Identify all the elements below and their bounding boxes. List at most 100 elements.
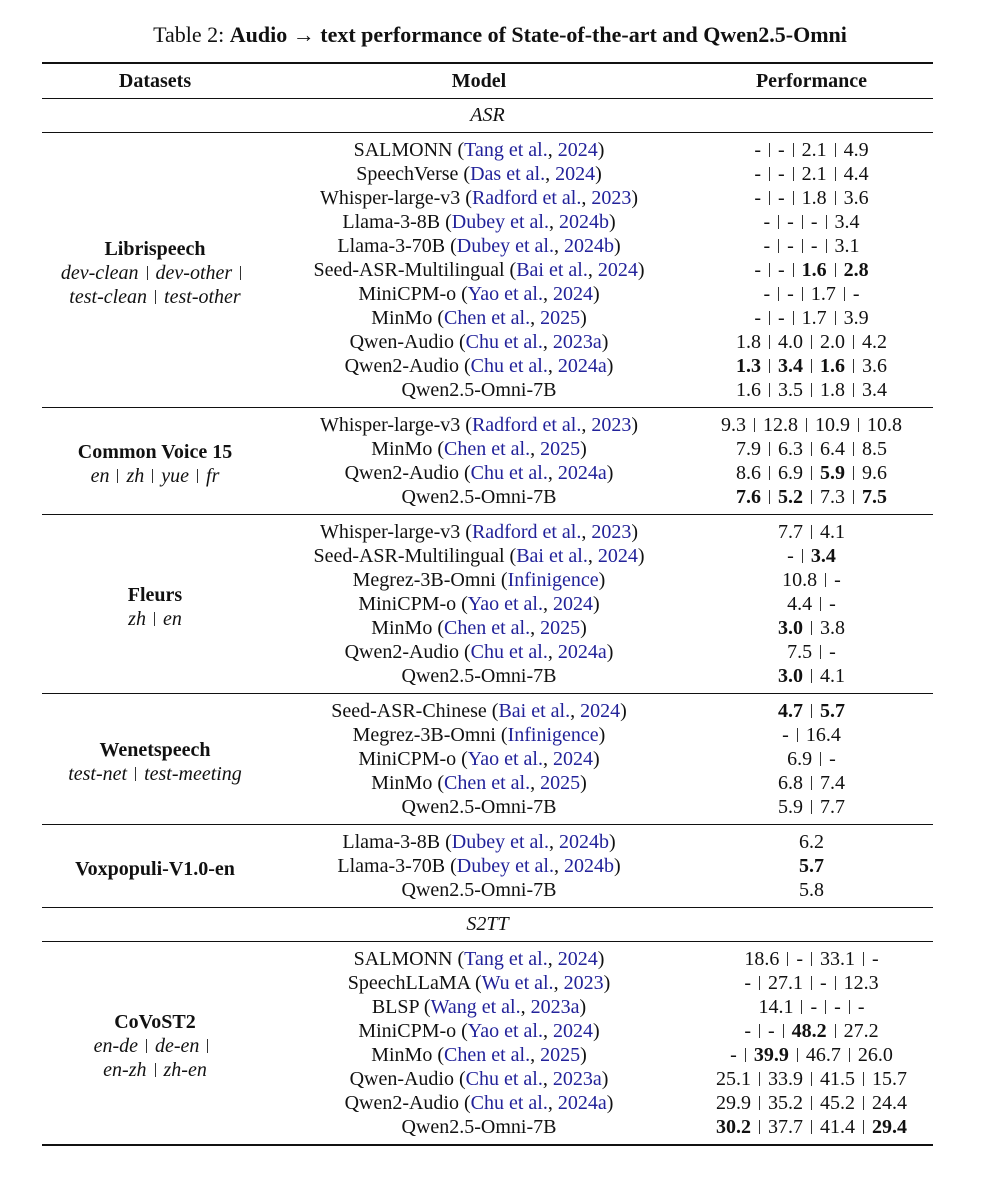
- performance-value: -: [810, 211, 818, 233]
- separator: [848, 1000, 850, 1014]
- performance-value: 7.7: [778, 521, 803, 543]
- separator: [811, 776, 812, 790]
- performance-cell: 4.4-: [690, 592, 933, 616]
- separator: [759, 976, 760, 990]
- separator: [759, 1096, 760, 1110]
- table-row: Qwen-Audio (Chu et al., 2023a) 1.8 4.0 2.0 4…: [42, 330, 933, 354]
- model-text: SpeechVerse (: [356, 163, 471, 185]
- performance-value: 3.4: [834, 211, 860, 233]
- performance-value: 6.9: [778, 462, 803, 484]
- caption-label: Table 2:: [153, 22, 225, 47]
- separator: [811, 383, 812, 397]
- model-text: Qwen-Audio (: [349, 331, 466, 353]
- model-text: ): [613, 235, 621, 257]
- model-text: Llama-3-8B (: [342, 211, 452, 233]
- performance-value: 8.5: [862, 438, 887, 460]
- model-text: ): [580, 617, 587, 639]
- model-cell: SALMONN (Tang et al., 2024): [268, 133, 690, 163]
- model-text: ,: [587, 545, 598, 567]
- performance-cell: 7.5-: [690, 640, 933, 664]
- separator: [778, 239, 780, 253]
- citation-link: Bai et al.: [516, 545, 588, 567]
- performance-value: -: [810, 235, 818, 257]
- performance-value: -: [754, 259, 761, 281]
- performance-value: 7.7: [820, 796, 845, 818]
- section-row: S2TT: [42, 907, 933, 942]
- model-text: ): [598, 724, 606, 746]
- separator: [834, 143, 836, 157]
- model-cell: Llama-3-8B (Dubey et al., 2024b): [268, 210, 690, 234]
- separator: [792, 191, 794, 205]
- separator: [801, 215, 803, 229]
- separator: [834, 263, 836, 277]
- table-row: Voxpopuli-V1.0-en Llama-3-8B (Dubey et al…: [42, 825, 933, 880]
- table-header: Datasets Model Performance: [42, 63, 933, 99]
- performance-value: -: [829, 748, 836, 770]
- dataset-cell: Common Voice 15 en zh yue fr: [42, 408, 268, 515]
- performance-value: 3.6: [843, 187, 869, 209]
- performance-value: -: [852, 283, 860, 305]
- performance-value: 5.9: [778, 796, 803, 818]
- separator: [811, 800, 812, 814]
- model-text: ): [631, 414, 639, 436]
- performance-cell: - - -3.4: [690, 210, 933, 234]
- subset-name: dev-clean: [60, 261, 139, 284]
- model-cell: MiniCPM-o (Yao et al., 2024): [268, 1019, 690, 1043]
- model-text: ): [598, 569, 606, 591]
- citation-link: 2024b: [563, 235, 614, 257]
- performance-cell: 4.7 5.7: [690, 694, 933, 724]
- separator: [820, 752, 822, 766]
- model-cell: Llama-3-8B (Dubey et al., 2024b): [268, 825, 690, 855]
- performance-value: 14.1: [758, 996, 794, 1018]
- separator: [811, 1096, 812, 1110]
- performance-value: 3.9: [843, 307, 869, 329]
- table-row: CoVoST2 en-de de-en en-zh zh-en SALMONN (Tang…: [42, 942, 933, 1081]
- model-text: ,: [570, 700, 581, 722]
- performance-value: -: [763, 211, 771, 233]
- performance-value: -: [754, 163, 761, 185]
- performance-cell: 18.6-33.1-: [690, 942, 933, 972]
- model-cell: MinMo (Chen et al., 2025): [268, 1043, 690, 1067]
- performance-value: -: [787, 211, 794, 233]
- citation-link: 2023: [591, 187, 632, 209]
- performance-value: 2.1: [801, 163, 827, 185]
- performance-value: 1.7: [810, 283, 836, 305]
- model-text: ): [595, 163, 602, 185]
- table-row: BLSP (Wang et al., 2023a) 14.1- - -: [42, 995, 933, 1019]
- performance-cell: 14.1- - -: [690, 995, 933, 1019]
- model-text: ): [637, 259, 645, 281]
- performance-value: 2.1: [801, 139, 827, 161]
- citation-link: 2024: [597, 259, 638, 281]
- citation-link: Radford et al.: [471, 521, 582, 543]
- performance-value: 1.8: [736, 331, 761, 353]
- model-cell: Qwen2.5-Omni-7B: [268, 664, 690, 694]
- model-text: ,: [553, 235, 564, 257]
- table-row: MiniCPM-o (Yao et al., 2024) 6.9-: [42, 747, 933, 771]
- performance-value: 3.0: [778, 665, 803, 687]
- performance-cell: 5.7: [690, 854, 933, 878]
- separator: [811, 490, 812, 504]
- citation-link: Infinigence: [507, 569, 599, 591]
- separator: [811, 442, 812, 456]
- model-cell: Qwen2.5-Omni-7B: [268, 795, 690, 825]
- model-text: ): [608, 831, 616, 853]
- performance-cell: 1.8 4.0 2.0 4.2: [690, 330, 933, 354]
- separator: [843, 287, 845, 301]
- separator: [778, 215, 780, 229]
- model-text: ,: [548, 831, 559, 853]
- performance-cell: 1.6 3.5 1.8 3.4: [690, 378, 933, 408]
- separator: [820, 597, 822, 611]
- separator: [858, 418, 859, 432]
- table-row: Qwen-Audio (Chu et al., 2023a) 25.1 33.9 41…: [42, 1067, 933, 1091]
- performance-value: 5.2: [778, 486, 803, 508]
- table-row: SpeechVerse (Das et al., 2024) - -2.1 4.4: [42, 162, 933, 186]
- performance-cell: 6.2: [690, 825, 933, 855]
- model-text: MiniCPM-o (: [358, 283, 468, 305]
- model-text: Megrez-3B-Omni (: [352, 724, 508, 746]
- model-text: ): [597, 948, 605, 970]
- citation-link: Yao et al.: [467, 1020, 543, 1042]
- citation-link: 2024: [597, 545, 638, 567]
- separator: [769, 143, 770, 157]
- model-cell: SALMONN (Tang et al., 2024): [268, 942, 690, 972]
- performance-cell: - -1.8 3.6: [690, 186, 933, 210]
